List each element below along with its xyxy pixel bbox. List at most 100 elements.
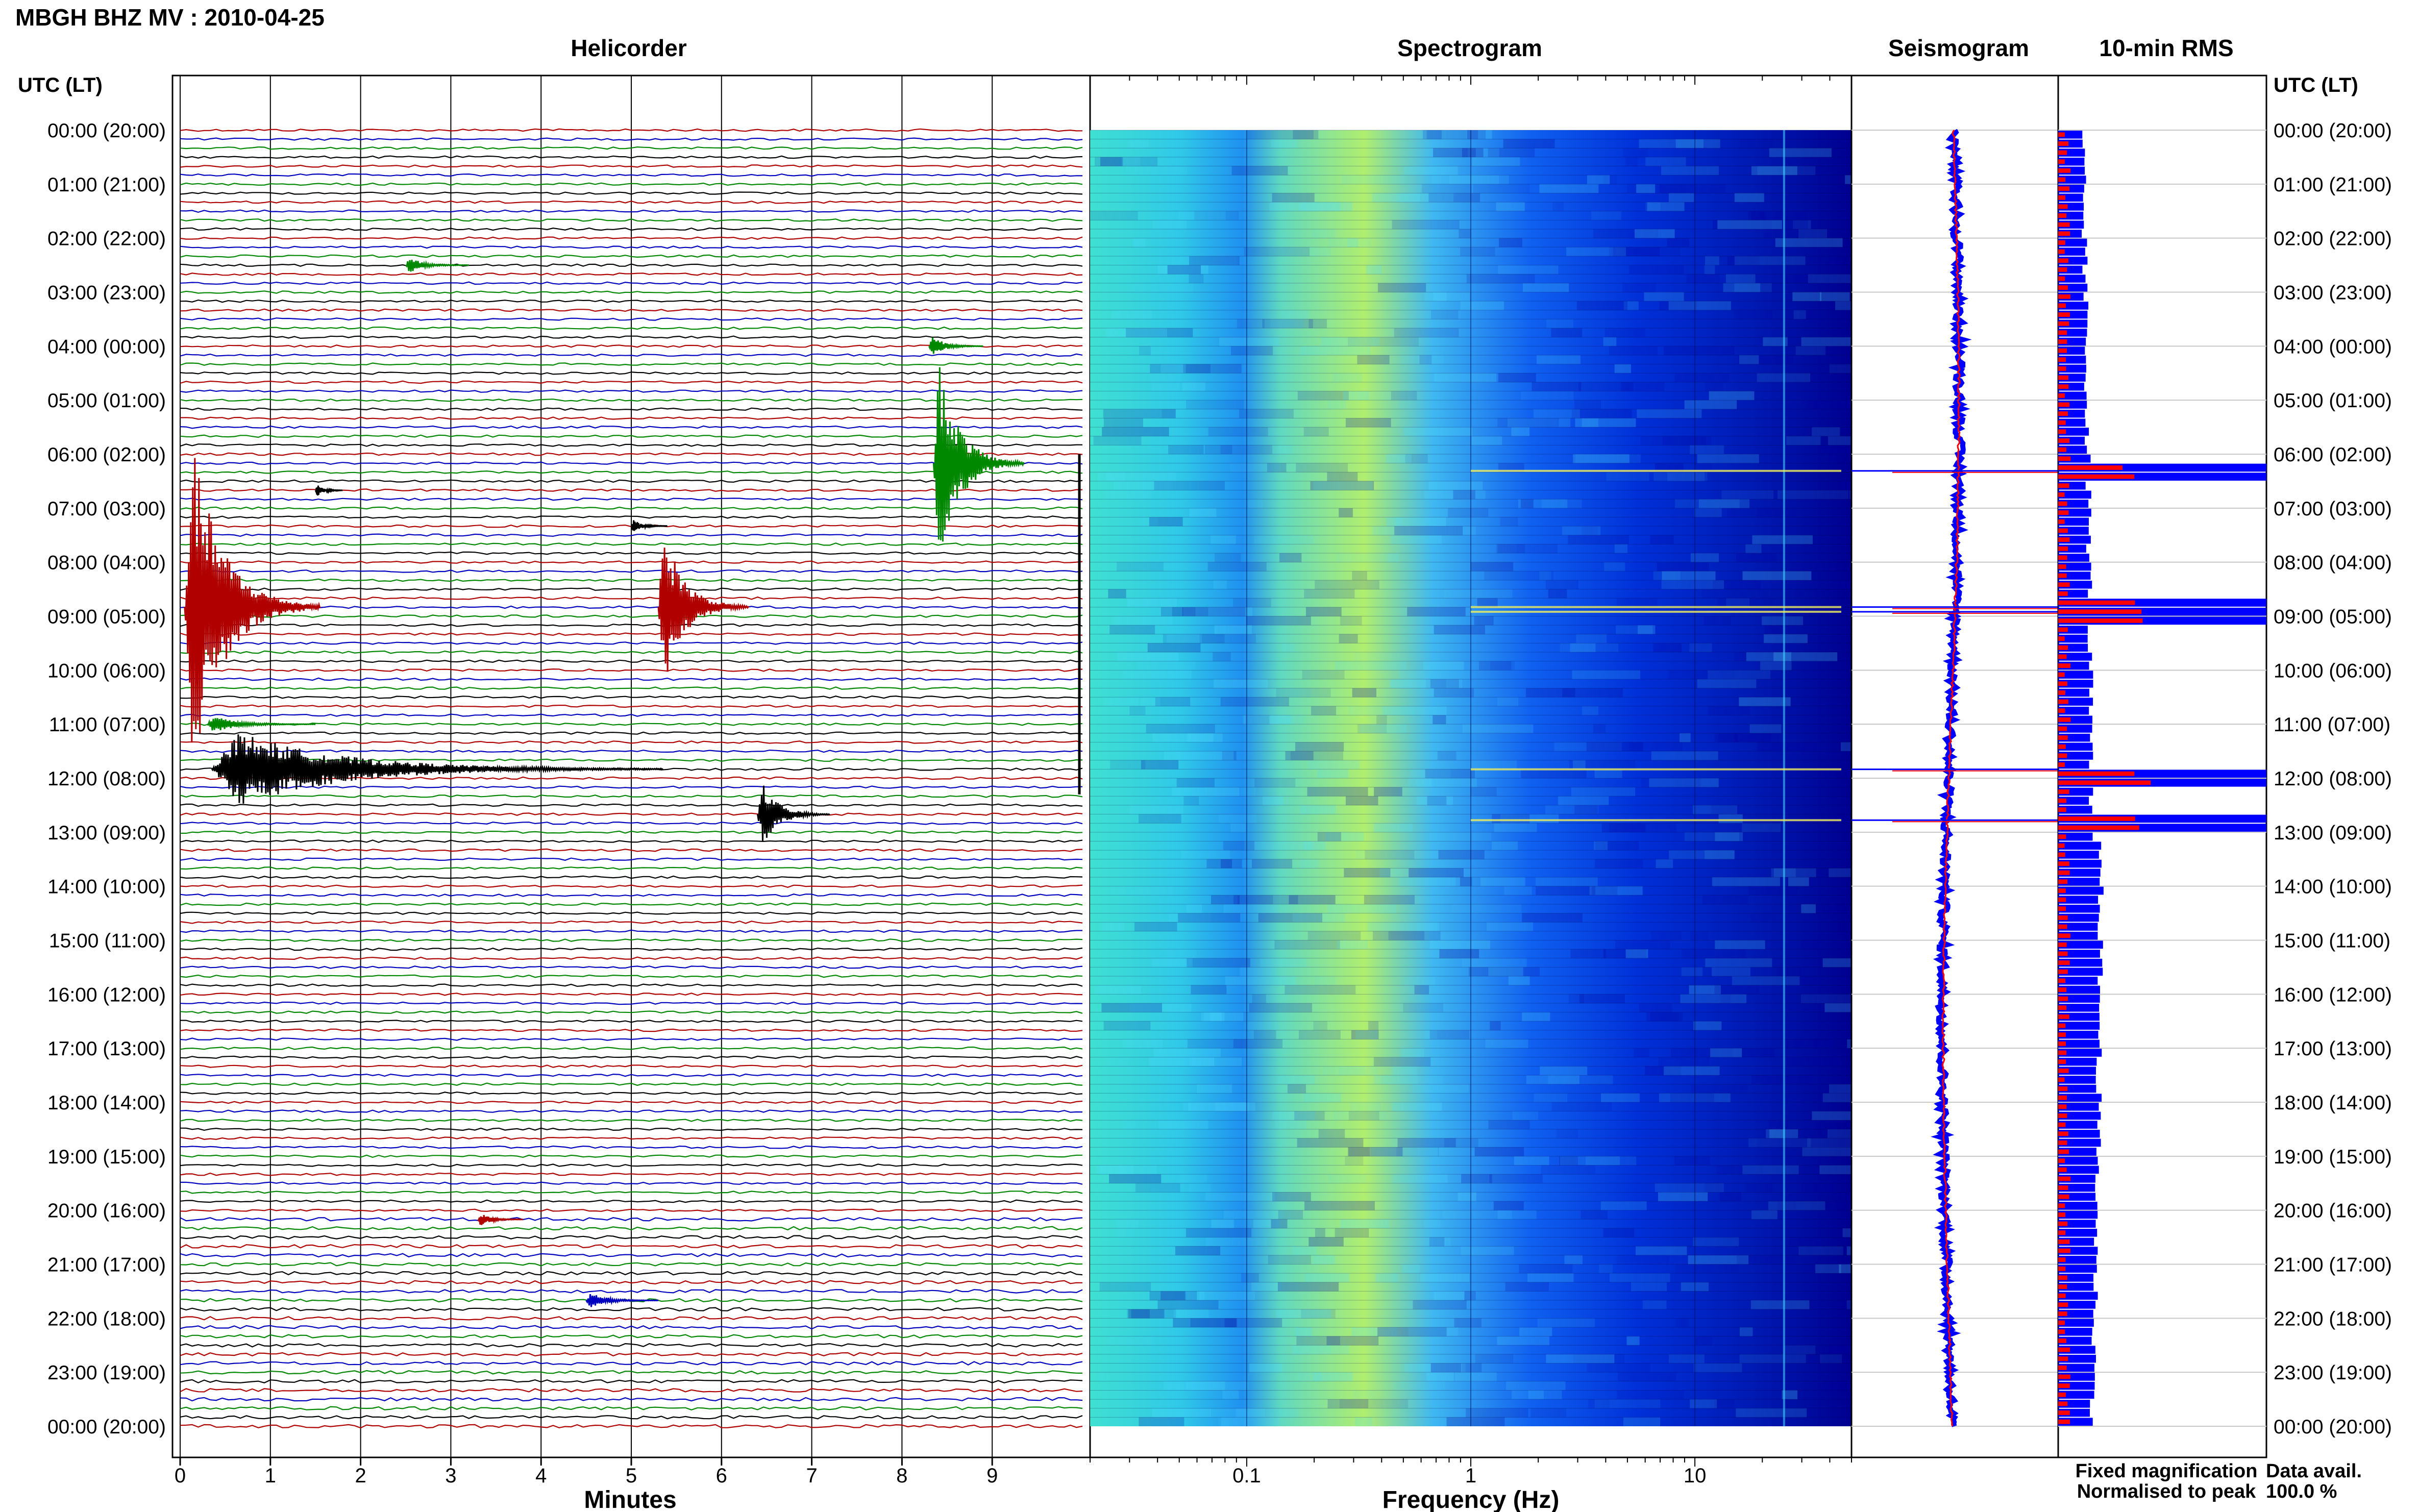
spectrogram-noise-cell — [1302, 670, 1345, 679]
spectrogram-noise-cell — [1424, 292, 1470, 302]
spectrogram-x-tick-label: 0.1 — [1232, 1465, 1261, 1487]
helicorder-panel: 0 1 2 3 4 5 6 7 8 9 — [171, 75, 1091, 1487]
rms-fixed-bar — [2058, 904, 2100, 913]
rms-normalised-bar — [2058, 1212, 2065, 1217]
spectrogram-noise-cell — [1190, 1057, 1242, 1067]
spectrogram-noise-cell — [1285, 985, 1356, 995]
spectrogram-noise-cell — [1769, 148, 1832, 157]
spectrogram-noise-cell — [1497, 1336, 1550, 1346]
spectrogram-noise-cell — [1182, 607, 1246, 616]
spectrogram-noise-cell — [1344, 868, 1391, 878]
spectrogram-noise-cell — [1295, 742, 1344, 752]
rms-normalised-bar — [2058, 1410, 2070, 1415]
rms-normalised-bar — [2058, 1392, 2066, 1397]
spectrogram-noise-cell — [1237, 319, 1265, 329]
spectrogram-noise-cell — [1183, 1102, 1249, 1111]
spectrogram-noise-cell — [1575, 454, 1641, 463]
spectrogram-noise-cell — [1403, 427, 1472, 436]
spectrogram-noise-cell — [1288, 688, 1312, 698]
spectrogram-noise-cell — [1828, 436, 1852, 445]
time-tick-label-right: 03:00 (23:00) — [2274, 282, 2392, 304]
spectrogram-noise-cell — [1461, 1174, 1492, 1183]
helicorder-trace — [180, 695, 1083, 699]
spectrogram-noise-cell — [1480, 877, 1525, 886]
spectrogram-noise-cell — [1100, 157, 1123, 166]
spectrogram-noise-cell — [1829, 1345, 1852, 1354]
spectrogram-noise-cell — [1552, 202, 1564, 211]
spectrogram-noise-cell — [1812, 1111, 1852, 1121]
spectrogram-noise-cell — [1614, 364, 1631, 374]
spectrogram-noise-cell — [1391, 391, 1417, 401]
spectrogram-noise-cell — [1614, 544, 1628, 554]
spectrogram-noise-cell — [1272, 1192, 1311, 1202]
spectrogram-noise-cell — [1372, 931, 1441, 940]
spectrogram-noise-cell — [1277, 1075, 1315, 1084]
time-tick-label-left: 21:00 (17:00) — [47, 1254, 166, 1276]
spectrogram-noise-cell — [1351, 1030, 1379, 1039]
spectrogram-noise-cell — [1111, 310, 1152, 319]
spectrogram-noise-cell — [1594, 841, 1608, 851]
rms-normalised-bar — [2058, 699, 2068, 704]
rms-normalised-bar — [2058, 987, 2066, 992]
helicorder-trace — [180, 857, 1083, 861]
spectrogram-noise-cell — [1594, 769, 1622, 778]
spectrogram-noise-cell — [1186, 400, 1244, 409]
spectrogram-noise-cell — [1649, 778, 1719, 787]
spectrogram-noise-cell — [1718, 733, 1738, 742]
rms-fixed-bar — [2058, 1166, 2099, 1174]
spectrogram-noise-cell — [1788, 877, 1809, 886]
spectrogram-noise-cell — [1172, 787, 1240, 797]
spectrogram-noise-cell — [1297, 1372, 1321, 1381]
spectrogram-noise-cell — [1354, 652, 1401, 661]
spectrogram-noise-cell — [1214, 625, 1252, 634]
spectrogram-noise-cell — [1777, 490, 1849, 500]
spectrogram-noise-cell — [1489, 1174, 1543, 1183]
spectrogram-noise-cell — [1554, 742, 1622, 752]
spectrogram-noise-cell — [1750, 1300, 1810, 1309]
spectrogram-noise-cell — [1822, 1093, 1852, 1102]
helicorder-trace — [180, 398, 1083, 402]
spectrogram-noise-cell — [1244, 715, 1293, 725]
rms-normalised-bar — [2058, 1077, 2065, 1082]
rms-normalised-bar — [2058, 1320, 2065, 1325]
spectrogram-noise-cell — [1335, 1228, 1369, 1237]
helicorder-trace — [180, 1181, 1083, 1185]
spectrogram-noise-cell — [1522, 913, 1583, 923]
spectrogram-noise-cell — [1499, 238, 1522, 247]
rms-normalised-bar — [2058, 1104, 2067, 1109]
helicorder-trace — [180, 461, 1083, 465]
spectrogram-noise-cell — [1186, 904, 1202, 913]
spectrogram-noise-cell — [1609, 247, 1681, 256]
spectrogram-noise-cell — [1178, 913, 1241, 923]
rms-fixed-bar — [2058, 742, 2093, 751]
spectrogram-noise-cell — [1423, 130, 1492, 139]
spectrogram-noise-cell — [1793, 220, 1811, 230]
spectrogram-noise-cell — [1839, 1264, 1852, 1274]
helicorder-trace — [180, 533, 1083, 537]
spectrogram-noise-cell — [1305, 607, 1342, 616]
spectrogram-noise-cell — [1655, 1183, 1724, 1193]
helicorder-trace — [180, 839, 1083, 843]
spectrogram-noise-cell — [1296, 1336, 1340, 1346]
spectrogram-noise-cell — [1425, 769, 1475, 778]
spectrogram-noise-cell — [1793, 310, 1806, 319]
helicorder-trace — [180, 1397, 1083, 1402]
spectrogram-noise-cell — [1096, 1165, 1134, 1175]
spectrogram-noise-cell — [1704, 1183, 1723, 1193]
spectrogram-noise-cell — [1327, 1399, 1369, 1408]
spectrogram-noise-cell — [1491, 841, 1518, 851]
helicorder-trace — [180, 965, 1083, 969]
rms-fixed-bar — [2058, 950, 2100, 958]
spectrogram-noise-cell — [1095, 157, 1158, 166]
spectrogram-noise-cell — [1511, 427, 1530, 436]
spectrogram-noise-cell — [1734, 310, 1774, 319]
helicorder-trace — [180, 245, 1083, 249]
spectrogram-noise-cell — [1498, 265, 1559, 275]
rms-normalised-bar — [2058, 285, 2068, 290]
spectrogram-noise-cell — [1153, 1048, 1221, 1057]
spectrogram-noise-cell — [1838, 1345, 1852, 1354]
spectrogram-noise-cell — [1210, 1408, 1265, 1418]
spectrogram-noise-cell — [1187, 1039, 1246, 1049]
helicorder-trace — [180, 1352, 1083, 1357]
spectrogram-noise-cell — [1470, 787, 1497, 797]
